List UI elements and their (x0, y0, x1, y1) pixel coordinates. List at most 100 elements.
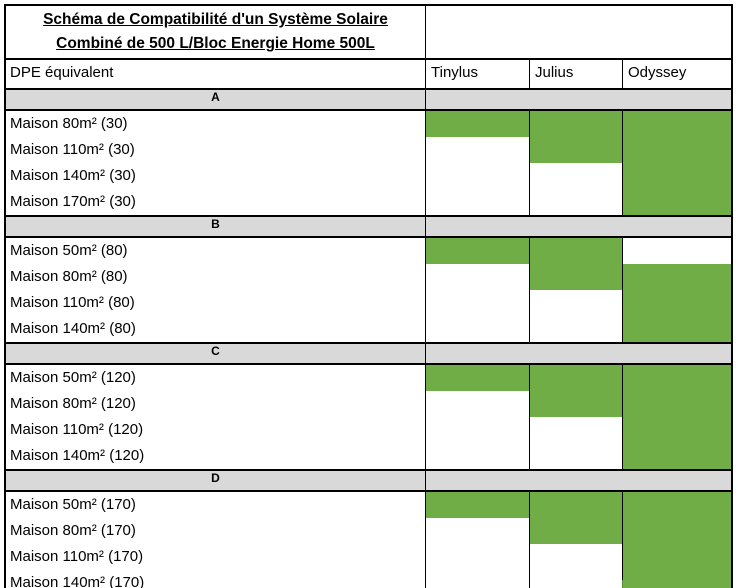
compat-cell-odyssey (622, 290, 731, 316)
table-row: Maison 80m² (80) (6, 264, 731, 290)
compat-cell-odyssey (622, 163, 731, 189)
compat-cell-tinylus (425, 163, 529, 189)
title-spacer-cell (425, 6, 731, 58)
compat-cell-tinylus (425, 443, 529, 469)
table-row: Maison 80m² (120) (6, 391, 731, 417)
compat-cell-julius (529, 137, 622, 163)
table-row: Maison 140m² (80) (6, 316, 731, 342)
compat-cell-odyssey (622, 391, 731, 417)
table-row: Maison 110m² (80) (6, 290, 731, 316)
section-label: A (211, 90, 220, 104)
compat-cell-odyssey (622, 417, 731, 443)
compat-cell-tinylus (425, 238, 529, 264)
compat-cell-julius (529, 163, 622, 189)
compat-cell-odyssey (622, 443, 731, 469)
compat-cell-odyssey (622, 544, 731, 570)
section-band (425, 90, 731, 109)
table-row: Maison 80m² (30) (6, 111, 731, 137)
compat-cell-tinylus (425, 365, 529, 391)
row-label: Maison 80m² (120) (10, 395, 136, 412)
row-label: Maison 110m² (170) (10, 548, 144, 565)
compat-cell-julius (529, 544, 622, 570)
row-label: Maison 110m² (80) (10, 294, 135, 311)
row-label: Maison 80m² (30) (10, 115, 128, 132)
compat-cell-julius (529, 189, 622, 215)
compat-cell-julius (529, 417, 622, 443)
row-label: Maison 140m² (120) (10, 447, 145, 464)
compat-cell-odyssey (622, 492, 731, 518)
compat-cell-julius (529, 264, 622, 290)
section-label: C (211, 344, 220, 358)
row-label: Maison 50m² (120) (10, 369, 136, 386)
table-row: Maison 110m² (120) (6, 417, 731, 443)
title-line-1: Schéma de Compatibilité d'un Système Sol… (43, 11, 388, 28)
table-title: Schéma de Compatibilité d'un Système Sol… (6, 6, 425, 58)
row-label: Maison 140m² (170) (10, 574, 145, 588)
compat-cell-tinylus (425, 290, 529, 316)
compat-cell-tinylus (425, 189, 529, 215)
compat-cell-odyssey (622, 111, 731, 137)
dpe-header-cell: DPE équivalent (10, 64, 114, 81)
table-row: Maison 80m² (170) (6, 518, 731, 544)
section-label: D (211, 471, 220, 485)
compat-cell-julius (529, 365, 622, 391)
header-row: DPE équivalent Tinylus Julius Odyssey (6, 58, 731, 88)
compat-cell-julius (529, 518, 622, 544)
compat-cell-odyssey (622, 238, 731, 264)
compat-cell-tinylus (425, 544, 529, 570)
row-label: Maison 170m² (30) (10, 193, 136, 210)
row-label: Maison 110m² (120) (10, 421, 144, 438)
compat-cell-tinylus (425, 316, 529, 342)
compat-cell-odyssey (622, 264, 731, 290)
row-label: Maison 50m² (170) (10, 496, 136, 513)
section-band (425, 471, 731, 490)
table-row: Maison 50m² (80) (6, 238, 731, 264)
compat-cell-odyssey (622, 365, 731, 391)
compat-cell-odyssey (622, 137, 731, 163)
compat-cell-julius (529, 570, 622, 588)
compat-cell-julius (529, 111, 622, 137)
compat-cell-tinylus (425, 264, 529, 290)
compat-cell-tinylus (425, 492, 529, 518)
compat-cell-julius (529, 238, 622, 264)
section-label: B (211, 217, 220, 231)
product-header-odyssey: Odyssey (622, 60, 731, 88)
compat-cell-julius (529, 290, 622, 316)
compat-cell-julius (529, 391, 622, 417)
product-header-tinylus: Tinylus (425, 60, 529, 88)
section-header-a: A (6, 88, 731, 111)
table-row: Maison 140m² (120) (6, 443, 731, 469)
row-label: Maison 80m² (80) (10, 268, 128, 285)
table-row: Maison 50m² (120) (6, 365, 731, 391)
section-header-d: D (6, 469, 731, 492)
compat-cell-julius (529, 316, 622, 342)
compat-cell-tinylus (425, 137, 529, 163)
row-label: Maison 50m² (80) (10, 242, 128, 259)
row-label: Maison 80m² (170) (10, 522, 136, 539)
compat-cell-odyssey (622, 189, 731, 215)
section-header-c: C (6, 342, 731, 365)
table-row: Maison 140m² (170) (6, 570, 731, 588)
compatibility-table: Schéma de Compatibilité d'un Système Sol… (4, 4, 733, 588)
table-row: Maison 110m² (30) (6, 137, 731, 163)
section-header-b: B (6, 215, 731, 238)
compat-cell-tinylus (425, 391, 529, 417)
row-label: Maison 140m² (80) (10, 320, 136, 337)
title-row: Schéma de Compatibilité d'un Système Sol… (6, 6, 731, 58)
compat-cell-julius (529, 443, 622, 469)
row-label: Maison 140m² (30) (10, 167, 136, 184)
table-row: Maison 170m² (30) (6, 189, 731, 215)
table-row: Maison 110m² (170) (6, 544, 731, 570)
compat-cell-julius (529, 492, 622, 518)
section-band (425, 344, 731, 363)
compat-cell-tinylus (425, 518, 529, 544)
clipped-next-row-fill (622, 580, 731, 588)
compat-cell-odyssey (622, 316, 731, 342)
row-label: Maison 110m² (30) (10, 141, 135, 158)
compat-cell-odyssey (622, 518, 731, 544)
compat-cell-tinylus (425, 417, 529, 443)
table-row: Maison 50m² (170) (6, 492, 731, 518)
product-header-julius: Julius (529, 60, 622, 88)
title-line-2: Combiné de 500 L/Bloc Energie Home 500L (56, 35, 375, 52)
